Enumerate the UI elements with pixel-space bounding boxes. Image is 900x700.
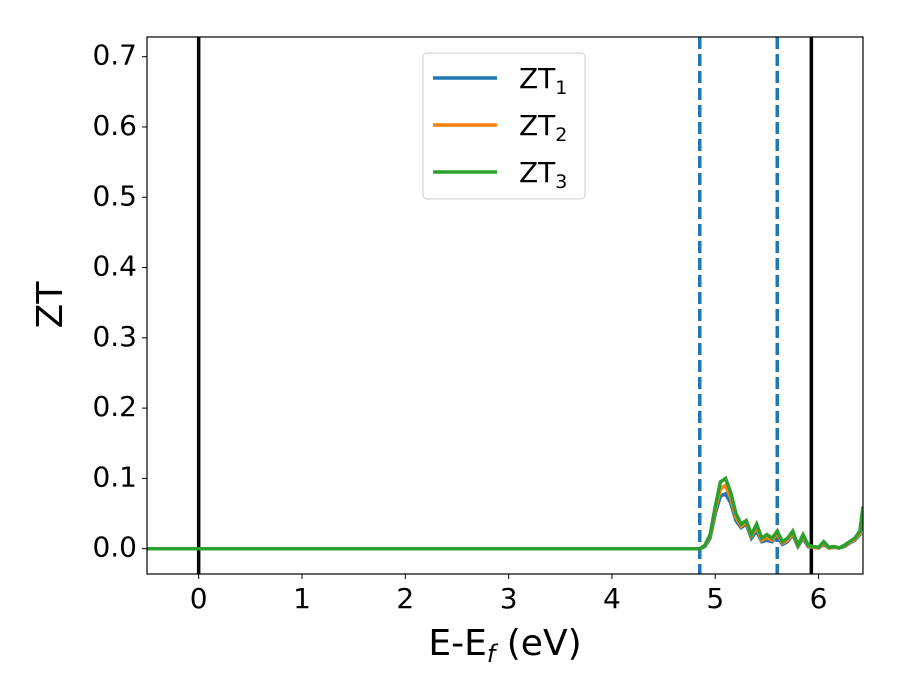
x-label-main: E-E — [428, 623, 486, 664]
legend-label-main: ZT — [519, 62, 556, 95]
legend-box — [422, 52, 586, 200]
y-tick-label: 0.5 — [92, 179, 137, 212]
y-tick-label: 0.3 — [92, 320, 137, 353]
legend-label: ZT2 — [519, 109, 567, 146]
x-tick-label: 5 — [706, 582, 724, 615]
y-tick-label: 0.6 — [92, 109, 137, 142]
y-tick-label: 0.4 — [92, 250, 137, 283]
legend-label-main: ZT — [519, 156, 556, 189]
x-label-tail: (eV) — [495, 623, 581, 664]
y-tick-label: 0.1 — [92, 460, 137, 493]
x-tick-label: 1 — [293, 582, 311, 615]
y-axis-label: ZT — [30, 281, 71, 329]
x-tick-label: 3 — [500, 582, 518, 615]
x-tick-label: 0 — [190, 582, 208, 615]
legend-label-sub: 3 — [555, 171, 567, 193]
legend-label-sub: 2 — [555, 124, 567, 146]
x-tick-label: 4 — [603, 582, 621, 615]
x-axis-label: E-Ef (eV) — [428, 623, 581, 668]
y-tick-label: 0.2 — [92, 390, 137, 423]
y-tick-label: 0.7 — [92, 39, 137, 72]
legend-label-sub: 1 — [555, 77, 567, 99]
plot-frame — [146, 36, 864, 575]
y-tick-label: 0.0 — [92, 531, 137, 564]
x-tick-label: 6 — [810, 582, 828, 615]
legend-label: ZT1 — [519, 62, 567, 99]
series-line — [147, 482, 863, 551]
legend-label: ZT3 — [519, 156, 567, 193]
legend-label-main: ZT — [519, 109, 556, 142]
x-tick-label: 2 — [396, 582, 414, 615]
series-line — [147, 491, 863, 551]
series-line — [147, 475, 863, 551]
